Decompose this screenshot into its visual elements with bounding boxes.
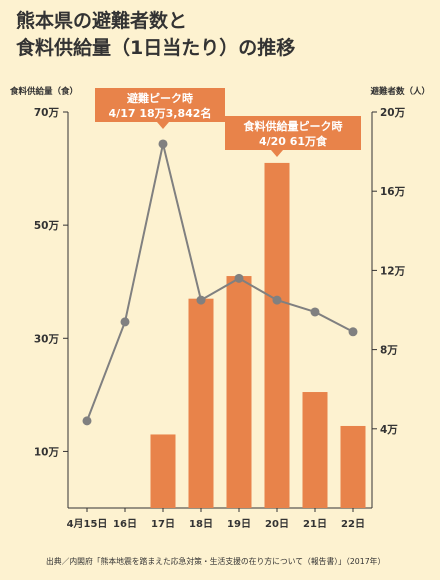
right-tick-label: 16万	[380, 186, 406, 198]
evacuees-point	[82, 416, 92, 426]
evacuees-point	[158, 139, 168, 149]
food-supply-bar	[302, 392, 328, 508]
source-note: 出典／内閣府「熊本地震を踏まえた応急対策・生活支援の在り方について（報告書）」（…	[46, 557, 386, 566]
evacuees-point	[348, 327, 358, 337]
callout-text: 4/20 61万食	[259, 134, 328, 148]
left-tick-label: 50万	[34, 220, 60, 232]
x-tick-label: 18日	[189, 518, 213, 530]
right-tick-label: 12万	[380, 265, 406, 277]
x-tick-label: 22日	[341, 518, 365, 530]
food-supply-bar	[340, 425, 366, 508]
left-tick-label: 30万	[34, 333, 60, 345]
left-axis-title: 食料供給量（食）	[10, 86, 78, 97]
food-supply-bar	[150, 434, 176, 508]
x-tick-label: 19日	[227, 518, 251, 530]
food-supply-bar	[226, 276, 252, 508]
food-supply-bar	[264, 162, 290, 508]
food-supply-bar	[188, 298, 214, 508]
x-tick-label: 20日	[265, 518, 289, 530]
evacuees-point	[272, 295, 282, 305]
right-axis-title: 避難者数（人）	[370, 86, 430, 97]
chart-title-line-2: 食料供給量（1日当たり）の推移	[16, 37, 296, 59]
callout-text: 避難ピーク時	[127, 91, 193, 105]
evacuees-line	[86, 143, 354, 422]
evacuees-point	[234, 273, 244, 283]
right-tick-label: 4万	[380, 424, 398, 436]
callout-text: 4/17 18万3,842名	[109, 106, 212, 120]
evacuees-point	[310, 307, 320, 317]
right-tick-label: 8万	[380, 345, 398, 357]
callout-box	[225, 116, 361, 150]
callout-pointer	[157, 122, 169, 129]
x-tick-label: 17日	[151, 518, 175, 530]
evacuees-point	[120, 317, 130, 327]
callout-box	[95, 88, 225, 122]
x-tick-label: 21日	[303, 518, 327, 530]
callout-pointer	[271, 150, 283, 157]
right-tick-label: 20万	[380, 107, 406, 119]
left-tick-label: 70万	[34, 107, 60, 119]
chart-title: 熊本県の避難者数と 食料供給量（1日当たり）の推移	[16, 8, 295, 62]
left-tick-label: 10万	[34, 446, 60, 458]
x-tick-label: 4月15日	[67, 518, 108, 530]
x-tick-label: 16日	[113, 518, 137, 530]
chart-title-line-1: 熊本県の避難者数と	[16, 10, 188, 32]
callout-text: 食料供給量ピーク時	[244, 119, 343, 133]
evacuees-point	[196, 295, 206, 305]
